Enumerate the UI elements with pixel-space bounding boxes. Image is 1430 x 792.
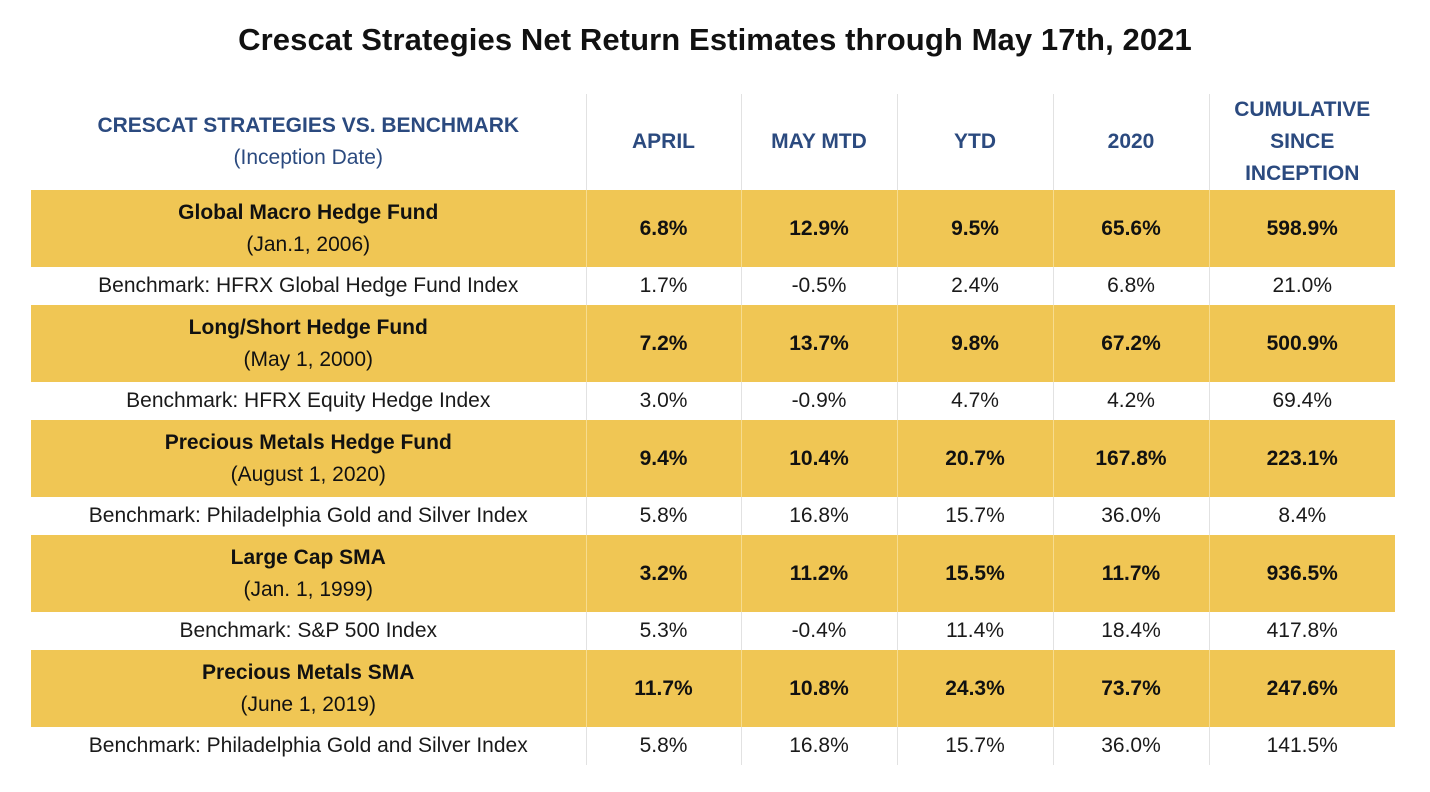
benchmark-value-cell: 8.4% [1208,497,1395,535]
fund-value-cell: 10.8% [740,650,897,727]
benchmark-name: Benchmark: Philadelphia Gold and Silver … [31,727,586,765]
column-header-2020: 2020 [1052,94,1209,190]
benchmark-value-cell: 69.4% [1208,382,1395,420]
fund-value-cell: 6.8% [585,190,741,267]
benchmark-row: Benchmark: HFRX Equity Hedge Index 3.0% -0… [31,382,1395,420]
fund-value-cell: 500.9% [1208,305,1395,382]
column-header-cumulative: CUMULATIVE SINCE INCEPTION [1208,94,1395,190]
benchmark-value-cell: 36.0% [1052,497,1209,535]
benchmark-value-cell: 2.4% [896,267,1053,305]
benchmark-value-cell: 1.7% [585,267,741,305]
fund-inception-date: (Jan.1, 2006) [246,232,371,256]
fund-value-cell: 24.3% [896,650,1053,727]
benchmark-name: Benchmark: S&P 500 Index [31,612,586,650]
fund-inception-date: (May 1, 2000) [243,347,374,371]
benchmark-value-cell: 36.0% [1052,727,1209,765]
column-header-cumulative-text: CUMULATIVE SINCE INCEPTION [1234,98,1371,185]
page-title: Crescat Strategies Net Return Estimates … [238,22,1192,57]
benchmark-row: Benchmark: Philadelphia Gold and Silver … [31,497,1395,535]
benchmark-row: Benchmark: HFRX Global Hedge Fund Index 1… [31,267,1395,305]
benchmark-value-cell: 15.7% [896,727,1053,765]
fund-name: Long/Short Hedge Fund [188,315,428,339]
fund-row: Precious Metals SMA (June 1, 2019) 11.7% 10… [31,650,1395,727]
fund-inception-date: (June 1, 2019) [240,692,376,716]
fund-value-cell: 11.2% [740,535,897,612]
header-label: CRESCAT STRATEGIES VS. BENCHMARK [97,114,520,137]
column-header-ytd: YTD [896,94,1053,190]
fund-row: Long/Short Hedge Fund (May 1, 2000) 7.2% 13… [31,305,1395,382]
benchmark-value-cell: 5.3% [585,612,741,650]
benchmark-value-cell: 6.8% [1052,267,1209,305]
benchmark-value-cell: 3.0% [585,382,741,420]
benchmark-value-cell: -0.9% [740,382,897,420]
fund-value-cell: 247.6% [1208,650,1395,727]
fund-value-cell: 12.9% [740,190,897,267]
benchmark-value-cell: 141.5% [1208,727,1395,765]
header-label-cell: CRESCAT STRATEGIES VS. BENCHMARK (Incept… [31,94,586,190]
benchmark-value-cell: 4.7% [896,382,1053,420]
fund-value-cell: 598.9% [1208,190,1395,267]
fund-value-cell: 10.4% [740,420,897,497]
fund-name-cell: Long/Short Hedge Fund (May 1, 2000) [31,305,586,382]
header-row: CRESCAT STRATEGIES VS. BENCHMARK (Incept… [31,94,1395,190]
fund-name: Precious Metals SMA [202,660,415,684]
benchmark-row: Benchmark: Philadelphia Gold and Silver … [31,727,1395,765]
fund-inception-date: (August 1, 2020) [230,462,386,486]
column-header-april: APRIL [585,94,741,190]
benchmark-value-cell: 15.7% [896,497,1053,535]
fund-value-cell: 223.1% [1208,420,1395,497]
table-body: Global Macro Hedge Fund (Jan.1, 2006) 6.8%… [31,190,1395,765]
fund-value-cell: 9.4% [585,420,741,497]
benchmark-value-cell: 11.4% [896,612,1053,650]
benchmark-name: Benchmark: Philadelphia Gold and Silver … [31,497,586,535]
fund-value-cell: 9.8% [896,305,1053,382]
fund-name: Large Cap SMA [230,545,386,569]
fund-name: Precious Metals Hedge Fund [164,430,452,454]
fund-name: Global Macro Hedge Fund [178,200,439,224]
header-sublabel: (Inception Date) [233,146,383,169]
benchmark-value-cell: -0.4% [740,612,897,650]
fund-value-cell: 936.5% [1208,535,1395,612]
fund-name-cell: Precious Metals Hedge Fund (August 1, 202… [31,420,586,497]
benchmark-value-cell: -0.5% [740,267,897,305]
benchmark-value-cell: 5.8% [585,727,741,765]
returns-table: CRESCAT STRATEGIES VS. BENCHMARK (Incept… [31,94,1395,765]
fund-value-cell: 7.2% [585,305,741,382]
fund-value-cell: 67.2% [1052,305,1209,382]
benchmark-name: Benchmark: HFRX Equity Hedge Index [31,382,586,420]
fund-inception-date: (Jan. 1, 1999) [243,577,374,601]
fund-name-cell: Global Macro Hedge Fund (Jan.1, 2006) [31,190,586,267]
fund-row: Global Macro Hedge Fund (Jan.1, 2006) 6.8%… [31,190,1395,267]
fund-row: Large Cap SMA (Jan. 1, 1999) 3.2% 11.2% 15.5… [31,535,1395,612]
benchmark-value-cell: 4.2% [1052,382,1209,420]
fund-value-cell: 167.8% [1052,420,1209,497]
benchmark-row: Benchmark: S&P 500 Index 5.3% -0.4% 11.4% 18… [31,612,1395,650]
fund-value-cell: 65.6% [1052,190,1209,267]
benchmark-value-cell: 21.0% [1208,267,1395,305]
benchmark-value-cell: 16.8% [740,497,897,535]
fund-value-cell: 73.7% [1052,650,1209,727]
benchmark-value-cell: 16.8% [740,727,897,765]
fund-value-cell: 3.2% [585,535,741,612]
column-header-may-mtd: MAY MTD [740,94,897,190]
fund-row: Precious Metals Hedge Fund (August 1, 202… [31,420,1395,497]
fund-value-cell: 11.7% [1052,535,1209,612]
benchmark-name: Benchmark: HFRX Global Hedge Fund Index [31,267,586,305]
fund-value-cell: 15.5% [896,535,1053,612]
fund-value-cell: 11.7% [585,650,741,727]
benchmark-value-cell: 417.8% [1208,612,1395,650]
fund-value-cell: 20.7% [896,420,1053,497]
fund-value-cell: 9.5% [896,190,1053,267]
benchmark-value-cell: 18.4% [1052,612,1209,650]
fund-name-cell: Large Cap SMA (Jan. 1, 1999) [31,535,586,612]
fund-value-cell: 13.7% [740,305,897,382]
benchmark-value-cell: 5.8% [585,497,741,535]
fund-name-cell: Precious Metals SMA (June 1, 2019) [31,650,586,727]
